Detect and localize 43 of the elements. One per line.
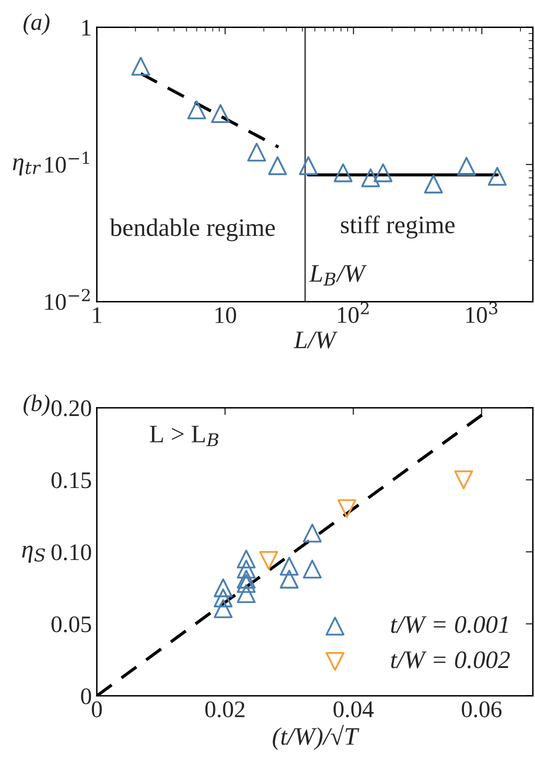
point [338,499,356,518]
point [214,599,233,618]
point [236,574,256,593]
point [280,570,299,589]
y-tick-label: 0.10 [52,544,92,560]
annotation: bendable regime [110,218,275,242]
x-tick-label: 0.04 [334,701,374,718]
point [236,584,256,603]
x-tick-label: 0.02 [205,701,244,718]
chart-title: (b) [24,394,50,416]
x-tick-label: 0 [92,701,102,718]
y-tick-label: 0.15 [52,472,92,488]
y-tick-label: 1 [82,20,91,36]
y-axis-title: η$_{S}$ [22,546,46,563]
x-tick-label: 10$^{2}$ [338,302,369,323]
x-tick-label: 1 [93,307,102,323]
point [302,560,322,579]
x-tick-label: 0.06 [462,701,502,718]
point [454,470,474,490]
annotation: stiff regime [340,215,455,238]
y-tick-label: 10$^{−2}$ [45,288,90,310]
point [302,524,322,543]
y-tick-label: 0 [81,688,92,704]
y-tick-label: 0.20 [52,400,92,416]
chart-title: (a) [24,14,50,35]
x-axis-title: L/W [294,332,338,348]
annotation: L > L$_{B}$ [150,426,218,446]
y-axis-title: η$_{tr}$ [12,158,41,176]
point [214,588,233,608]
point [214,578,233,598]
x-axis-title: (t/W)/√T [272,724,360,750]
ref-line-label: L$_{B}$/W [309,265,367,286]
x-tick-label: 10 [215,307,236,324]
legend-label: t/W = 0.001 [391,616,508,634]
point [259,551,278,570]
y-tick-label: 0.05 [52,616,92,632]
point [236,550,256,568]
point [236,570,256,589]
point [236,560,256,579]
legend-label: t/W = 0.002 [391,651,510,668]
x-tick-label: 10$^{3}$ [466,302,498,323]
point [280,556,299,576]
y-tick-label: 10$^{−1}$ [45,152,89,173]
